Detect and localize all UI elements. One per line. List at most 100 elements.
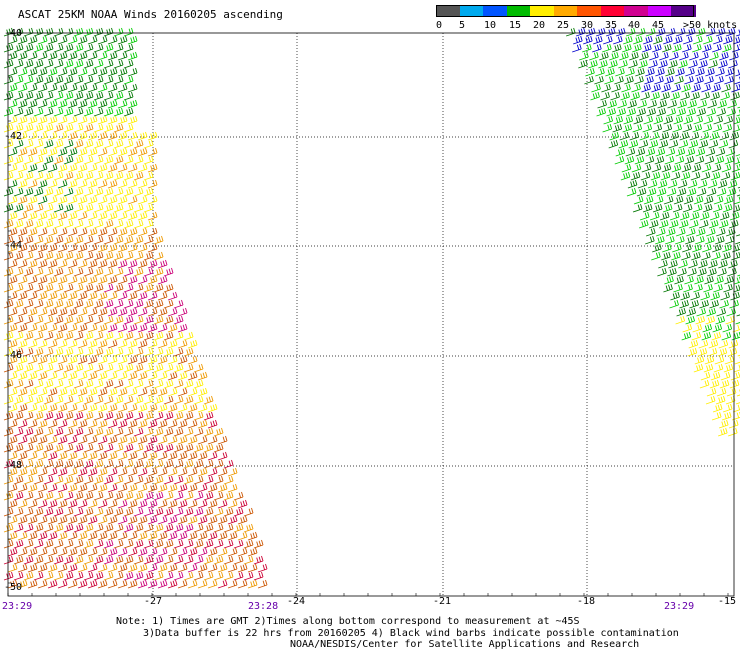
latitude-label: -44 (4, 240, 22, 251)
wind-barb (77, 99, 88, 109)
wind-barb (113, 155, 124, 165)
wind-barb (123, 251, 134, 261)
wind-barb (27, 227, 38, 237)
wind-barb (37, 131, 48, 141)
wind-barb (97, 179, 108, 189)
wind-barb (37, 147, 48, 157)
wind-barb (147, 243, 158, 253)
wind-barb (17, 67, 28, 77)
wind-barb (123, 491, 134, 501)
wind-barb (157, 531, 168, 541)
wind-barb (675, 235, 685, 245)
wind-barb (3, 283, 14, 293)
wind-barb (203, 507, 214, 517)
wind-barb (93, 507, 104, 517)
wind-barb (197, 435, 208, 445)
wind-barb (13, 539, 24, 549)
wind-barb (712, 243, 722, 253)
wind-barb (686, 107, 696, 117)
wind-barb (652, 43, 662, 53)
wind-barb (17, 227, 28, 237)
wind-barb (700, 91, 710, 101)
wind-barb (665, 147, 676, 157)
legend-label: 5 (459, 20, 466, 31)
wind-barb (113, 267, 124, 277)
wind-barb (113, 123, 124, 133)
note-line-2: 3)Data buffer is 22 hrs from 20160205 4)… (143, 628, 679, 639)
wind-barb (625, 27, 636, 37)
wind-barb (666, 187, 677, 197)
wind-barb (593, 35, 603, 45)
wind-barb (631, 83, 641, 93)
wind-barb (217, 467, 228, 477)
pass-time-label: 23:28 (248, 601, 278, 612)
wind-barb (37, 275, 48, 285)
wind-barb (83, 555, 94, 565)
wind-barb (73, 315, 84, 325)
wind-barb (117, 547, 128, 557)
wind-barb (657, 99, 667, 109)
wind-barb (3, 507, 14, 517)
wind-barb (107, 163, 118, 173)
wind-barb (143, 315, 154, 325)
wind-barb (173, 523, 184, 533)
wind-barb (143, 507, 154, 517)
longitude-label: -15 (718, 596, 736, 607)
wind-barb (733, 284, 740, 293)
wind-barb (257, 563, 268, 573)
wind-barb (707, 267, 717, 277)
wind-barb (63, 43, 74, 53)
wind-barb (103, 91, 114, 101)
wind-barb (67, 451, 78, 461)
wind-barb (3, 331, 14, 341)
wind-barb (632, 43, 642, 53)
wind-barb (33, 539, 44, 549)
wind-barb (77, 163, 88, 173)
wind-barb (177, 451, 188, 461)
wind-barb (699, 51, 709, 61)
wind-barb (83, 363, 94, 373)
wind-barb (609, 51, 619, 61)
wind-barb (113, 539, 124, 549)
wind-barb (193, 523, 204, 533)
wind-barb (47, 83, 58, 93)
wind-barb (702, 323, 713, 333)
wind-barb (704, 355, 715, 365)
wind-barb (97, 435, 108, 445)
wind-barb (153, 395, 164, 405)
wind-barb (668, 259, 678, 269)
wind-barb (650, 171, 661, 181)
wind-barb (77, 259, 88, 269)
wind-barb (37, 355, 48, 365)
wind-barb (572, 43, 582, 53)
wind-barb (123, 331, 134, 341)
wind-barb (658, 259, 668, 269)
wind-barb (57, 387, 68, 397)
wind-barb (77, 195, 88, 205)
wind-barb (693, 195, 704, 205)
wind-barb (13, 555, 24, 565)
wind-barb (163, 475, 174, 485)
wind-barb (681, 251, 691, 261)
wind-barb (163, 363, 174, 373)
wind-barb (73, 395, 84, 405)
wind-barb (93, 235, 104, 245)
wind-barb (17, 563, 28, 573)
wind-barb (27, 179, 38, 189)
wind-barb (47, 323, 58, 333)
wind-barb (187, 547, 198, 557)
wind-barb (157, 419, 168, 429)
wind-barb (67, 83, 78, 93)
wind-barb (217, 579, 228, 589)
wind-barb (726, 387, 737, 397)
wind-barb (67, 435, 78, 445)
wind-barb (137, 563, 148, 573)
wind-barb (37, 259, 48, 269)
wind-barb (147, 499, 158, 509)
wind-barb (117, 259, 128, 269)
wind-barb (87, 83, 98, 93)
wind-barb (183, 571, 194, 581)
wind-barb (103, 267, 114, 277)
wind-barb (77, 531, 88, 541)
wind-barb (668, 59, 678, 69)
